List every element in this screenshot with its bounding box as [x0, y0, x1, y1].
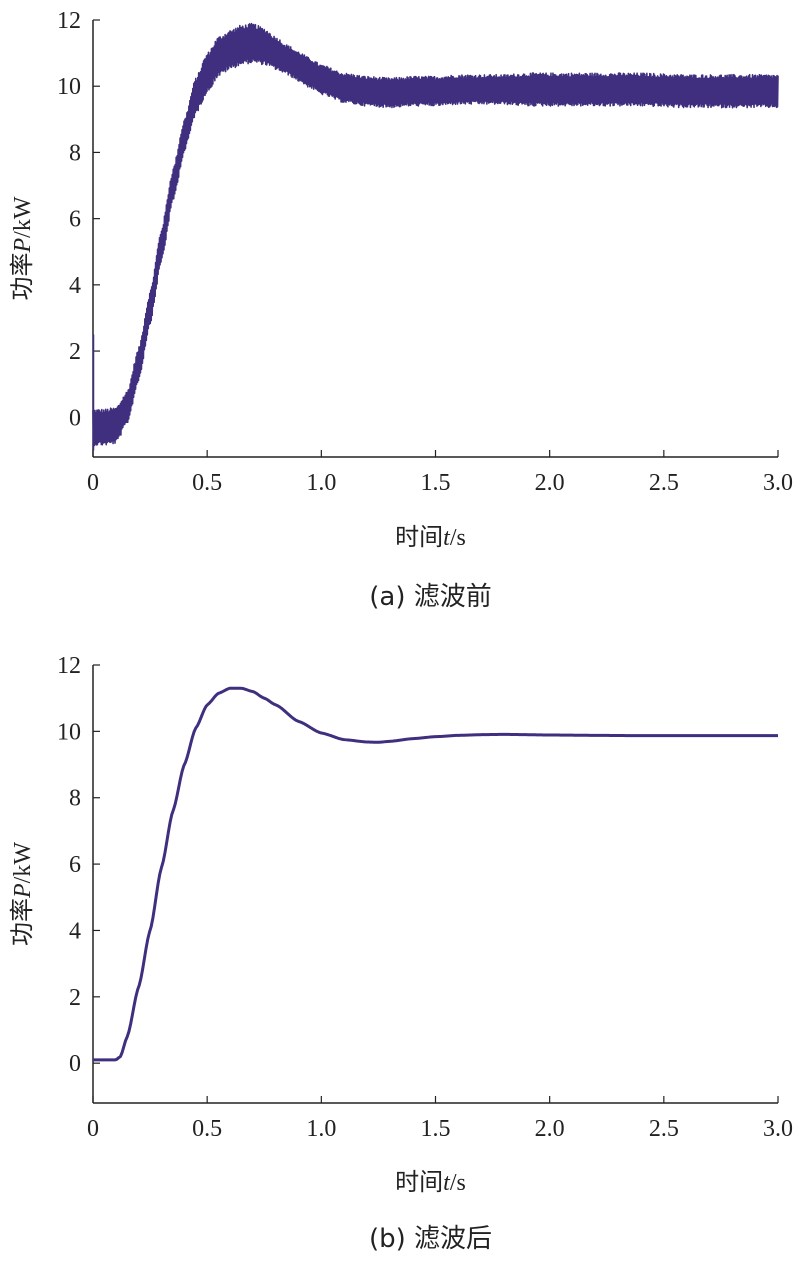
series-line [93, 686, 778, 1062]
x-axis-title: 时间t/s [395, 523, 466, 551]
x-axis-title-var: t [443, 1170, 451, 1196]
series-line-noisy [92, 22, 779, 447]
y-tick-label: 4 [69, 273, 81, 299]
x-tick-label: 1.5 [421, 470, 451, 496]
y-axis-title-unit: /kW [10, 196, 36, 238]
y-tick-label: 0 [69, 1051, 81, 1077]
chart-panel-a: 0 2 4 6 8 10 12 0 0.5 1.0 1.5 2.0 2.5 3.0 时间t/s 功率P/kW (… [8, 8, 793, 612]
x-tick-label: 0 [87, 470, 99, 496]
y-axis-title-var: P [10, 238, 36, 254]
x-tick-label: 2.5 [649, 470, 679, 496]
x-tick-label: 3.0 [763, 1116, 793, 1142]
y-axis-title-unit: /kW [10, 842, 36, 884]
y-axis-title: 功率P/kW [8, 196, 36, 300]
x-axis-title-var: t [443, 525, 451, 551]
panel-caption: (a) 滤波前 [369, 582, 492, 612]
x-tick-label: 1.0 [306, 470, 336, 496]
y-tick-label: 8 [69, 140, 81, 166]
chart-panel-b: 0 2 4 6 8 10 12 0 0.5 1.0 1.5 2.0 2.5 3.0 时间t/s 功率P/kW (… [8, 653, 793, 1254]
x-tick-label: 3.0 [763, 470, 793, 496]
panel-caption: (b) 滤波后 [369, 1224, 492, 1254]
y-tick-label: 8 [69, 786, 81, 812]
x-tick-label: 0.5 [192, 470, 222, 496]
y-tick-label: 2 [69, 339, 81, 365]
y-axis-title-main: 功率 [8, 253, 36, 301]
x-tick-label: 2.0 [535, 1116, 565, 1142]
y-axis-title-main: 功率 [8, 898, 36, 946]
x-axis-title-unit: /s [450, 525, 466, 551]
y-tick-label: 12 [57, 8, 81, 34]
y-tick-label: 10 [57, 74, 81, 100]
y-tick-label: 10 [57, 719, 81, 745]
x-tick-label: 0 [87, 1116, 99, 1142]
y-tick-label: 12 [57, 653, 81, 679]
y-tick-label: 2 [69, 985, 81, 1011]
x-axis-title-main: 时间 [395, 523, 443, 551]
x-tick-label: 0.5 [192, 1116, 222, 1142]
y-tick-label: 4 [69, 918, 81, 944]
x-axis-title-unit: /s [450, 1170, 466, 1196]
y-axis-title: 功率P/kW [8, 842, 36, 946]
x-tick-label: 1.0 [306, 1116, 336, 1142]
y-tick-label: 0 [69, 405, 81, 431]
x-tick-label: 2.5 [649, 1116, 679, 1142]
y-tick-label: 6 [69, 207, 81, 233]
y-tick-label: 6 [69, 852, 81, 878]
x-tick-label: 2.0 [535, 470, 565, 496]
x-tick-label: 1.5 [421, 1116, 451, 1142]
x-axis-title: 时间t/s [395, 1168, 466, 1196]
y-axis-title-var: P [10, 883, 36, 899]
x-axis-title-main: 时间 [395, 1168, 443, 1196]
